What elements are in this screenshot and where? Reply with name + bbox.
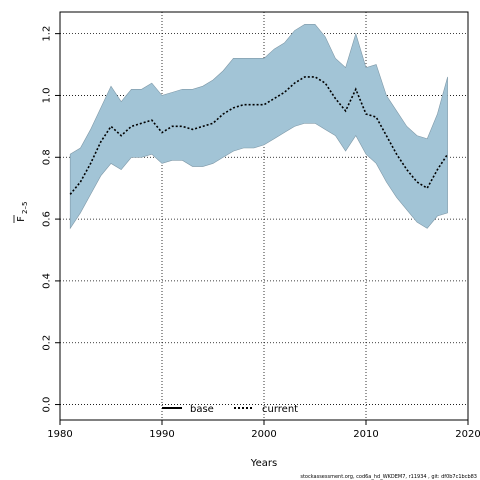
x-tick-label-2020: 2020 (455, 429, 480, 440)
y-axis: 0.0 0.2 0.4 0.6 0.8 1.0 1.2 (42, 26, 60, 413)
y-axis-title-main: F (16, 216, 27, 222)
y-tick-label-6: 1.2 (42, 26, 53, 42)
confidence-band (69, 24, 448, 230)
x-tick-label-1990: 1990 (149, 429, 174, 440)
grid-lines (59, 12, 469, 420)
x-tick-label-2000: 2000 (251, 429, 276, 440)
legend-label-base: base (190, 404, 214, 415)
legend: base current (162, 404, 298, 415)
y-axis-title: F 2–5 (13, 202, 29, 223)
y-tick-label-2: 0.4 (42, 273, 53, 289)
x-axis: 1980 1990 2000 2010 2020 (47, 420, 480, 440)
x-axis-title: Years (250, 458, 277, 469)
x-tick-label-2010: 2010 (353, 429, 378, 440)
legend-label-current: current (262, 404, 298, 415)
y-tick-label-0: 0.0 (42, 397, 53, 413)
y-axis-title-subscript: 2–5 (21, 202, 29, 214)
series-lines (69, 76, 449, 195)
footer-credit: stockassessment.org, cod6a_hd_WKDEM7, r1… (300, 474, 477, 480)
x-tick-label-1980: 1980 (47, 429, 72, 440)
y-tick-label-5: 1.0 (42, 88, 53, 104)
y-tick-label-4: 0.8 (42, 149, 53, 165)
series-line-current (69, 76, 449, 195)
y-tick-label-3: 0.6 (42, 211, 53, 227)
confidence-band-group (69, 24, 448, 230)
y-tick-label-1: 0.2 (42, 335, 53, 351)
